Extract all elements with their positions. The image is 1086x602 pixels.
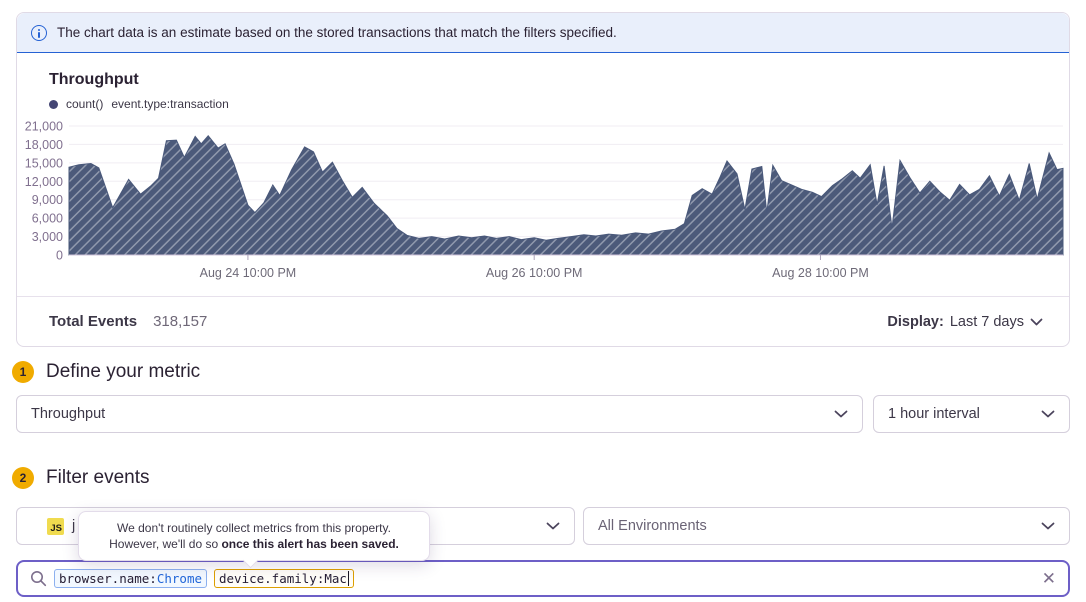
total-events-label: Total Events	[49, 313, 138, 330]
metric-select-value: Throughput	[31, 406, 106, 422]
chart-y-axis-labels: 0 3,000 6,000 9,000 12,000 15,000 18,000 21,000	[25, 120, 63, 263]
step-2-badge: 2	[12, 467, 34, 489]
step-1-title: Define your metric	[46, 361, 201, 382]
info-banner-text: The chart data is an estimate based on t…	[57, 25, 617, 40]
text-cursor	[347, 571, 350, 586]
chevron-down-icon	[834, 410, 848, 418]
throughput-chart: 0 3,000 6,000 9,000 12,000 15,000 18,000 21,000…	[25, 120, 1064, 280]
chart-title: Throughput	[49, 71, 139, 88]
svg-text:0: 0	[56, 249, 63, 263]
display-period-button[interactable]: Display: Last 7 days	[887, 314, 1043, 330]
total-events-value: 318,157	[153, 313, 208, 330]
display-value: Last 7 days	[949, 313, 1024, 330]
svg-text:15,000: 15,000	[25, 156, 63, 170]
environment-select[interactable]: All Environments	[583, 507, 1070, 545]
step-1-header: 1 Define your metric	[12, 361, 200, 383]
tooltip-line2-bold: once this alert has been saved.	[221, 537, 399, 551]
svg-text:18,000: 18,000	[25, 138, 63, 152]
svg-text:6,000: 6,000	[32, 212, 63, 226]
filter-search-input[interactable]: browser.name: Chrome device.family:Mac ✕	[16, 560, 1070, 597]
legend-dot-icon	[49, 99, 58, 109]
step-2-header: 2 Filter events	[12, 467, 149, 489]
svg-text:Aug 26 10:00 PM: Aug 26 10:00 PM	[486, 266, 583, 280]
token-key: browser.name:	[59, 571, 157, 586]
legend-metric: count()	[66, 97, 104, 111]
javascript-platform-icon: JS	[47, 517, 64, 535]
chevron-down-icon	[1041, 522, 1055, 530]
clear-search-icon[interactable]: ✕	[1041, 569, 1056, 588]
display-label: Display:	[887, 313, 944, 330]
step-2-title: Filter events	[46, 467, 150, 488]
chevron-down-icon	[1030, 318, 1043, 325]
chevron-down-icon	[546, 522, 560, 530]
svg-text:12,000: 12,000	[25, 175, 63, 189]
interval-select[interactable]: 1 hour interval	[873, 395, 1070, 433]
svg-text:3,000: 3,000	[32, 230, 63, 244]
metric-select[interactable]: Throughput	[16, 395, 863, 433]
token-value: Chrome	[156, 571, 202, 586]
token-text: device.family:Mac	[219, 571, 347, 586]
svg-text:9,000: 9,000	[32, 193, 63, 207]
chart-x-axis-labels: Aug 24 10:00 PM Aug 26 10:00 PM Aug 28 10:…	[200, 266, 869, 280]
tooltip-line2-normal: However, we'll do so	[109, 537, 222, 551]
project-select-value: j	[72, 518, 76, 534]
svg-text:Aug 24 10:00 PM: Aug 24 10:00 PM	[200, 266, 297, 280]
info-icon	[31, 24, 47, 41]
metrics-warning-tooltip: We don't routinely collect metrics from …	[78, 511, 430, 561]
chevron-down-icon	[1041, 410, 1055, 418]
chart-area-series	[68, 135, 1064, 256]
chart-card: The chart data is an estimate based on t…	[16, 12, 1070, 347]
chart-legend: count() event.type:transaction	[49, 97, 229, 111]
interval-select-value: 1 hour interval	[888, 406, 980, 422]
svg-text:21,000: 21,000	[25, 120, 63, 134]
search-token-device-family[interactable]: device.family:Mac	[214, 569, 355, 588]
tooltip-line1: We don't routinely collect metrics from …	[117, 521, 391, 535]
info-banner: The chart data is an estimate based on t…	[17, 13, 1069, 53]
search-token-browser-name[interactable]: browser.name: Chrome	[54, 569, 207, 588]
step-1-badge: 1	[12, 361, 34, 383]
chart-x-axis-ticks	[247, 255, 821, 260]
svg-text:Aug 28 10:00 PM: Aug 28 10:00 PM	[772, 266, 869, 280]
environment-select-value: All Environments	[598, 518, 707, 534]
chart-footer: Total Events 318,157 Display: Last 7 day…	[17, 296, 1069, 346]
legend-query: event.type:transaction	[111, 97, 229, 111]
search-icon	[31, 571, 47, 587]
